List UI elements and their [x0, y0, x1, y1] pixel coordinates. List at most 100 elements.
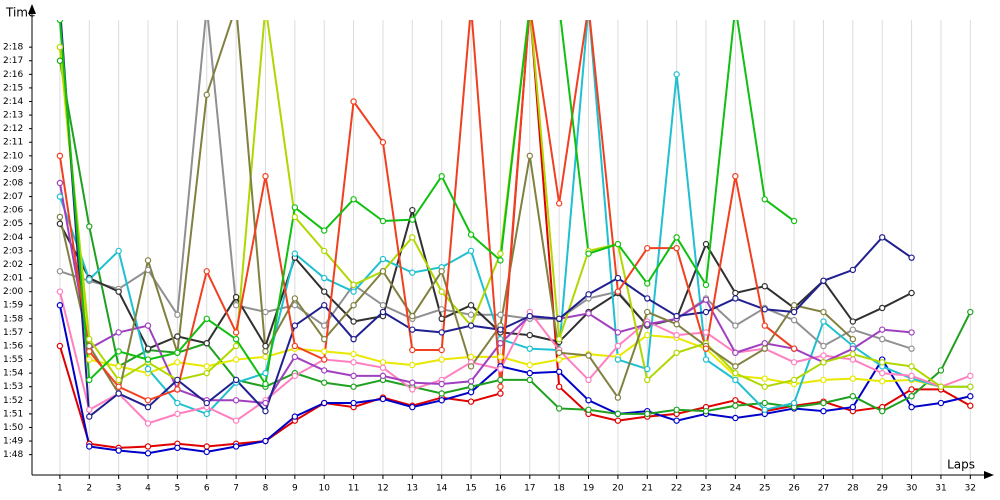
y-tick-label: 2:07	[3, 192, 23, 202]
lap-marker	[761, 283, 768, 290]
lap-marker	[115, 363, 122, 370]
lap-marker	[321, 288, 328, 295]
lap-marker	[321, 322, 328, 329]
series-line	[58, 20, 971, 449]
lap-marker	[644, 410, 651, 418]
x-tick-label: 10	[318, 484, 330, 494]
lap-marker	[379, 268, 387, 275]
lap-marker	[86, 223, 93, 230]
lap-marker	[409, 403, 416, 411]
lap-marker	[849, 356, 857, 363]
lap-marker	[526, 312, 533, 320]
y-tick-label: 2:05	[3, 219, 23, 229]
lap-marker	[761, 345, 768, 352]
lap-marker	[350, 196, 357, 203]
lap-marker	[761, 383, 768, 390]
lap-marker	[908, 254, 915, 261]
lap-marker	[115, 376, 122, 384]
lap-marker	[673, 417, 680, 424]
lap-marker	[732, 397, 739, 404]
y-tick-label: 1:53	[3, 382, 23, 392]
lap-marker	[732, 414, 739, 422]
lap-marker	[144, 266, 152, 274]
lap-marker	[555, 315, 563, 323]
lap-marker	[967, 383, 974, 390]
series-lines	[56, 4, 974, 457]
lap-marker	[174, 311, 181, 318]
x-tick-label: 32	[965, 484, 976, 494]
lap-marker	[56, 220, 64, 227]
lap-marker	[56, 179, 64, 187]
lap-marker	[321, 348, 328, 355]
x-tick-label: 14	[436, 484, 448, 494]
lap-marker	[115, 348, 122, 355]
lap-marker	[144, 443, 152, 450]
y-tick-label: 1:57	[3, 328, 23, 338]
lap-marker	[673, 321, 680, 328]
lap-marker	[438, 356, 445, 363]
lap-marker	[849, 393, 857, 400]
lap-marker	[350, 302, 357, 309]
y-tick-label: 2:04	[3, 233, 23, 243]
lap-marker	[144, 345, 152, 352]
lap-marker	[144, 356, 152, 363]
lap-marker	[732, 322, 739, 329]
lap-marker	[790, 376, 798, 384]
lap-marker	[732, 172, 739, 180]
lap-marker	[262, 380, 269, 388]
lap-marker	[203, 315, 210, 323]
lap-marker	[262, 353, 269, 361]
y-tick-label: 2:13	[3, 111, 23, 121]
lap-marker	[232, 417, 240, 424]
lap-marker	[203, 399, 210, 407]
x-tick-label: 7	[233, 484, 239, 494]
lap-marker	[232, 356, 240, 363]
lap-marker	[614, 356, 622, 363]
lap-marker	[350, 399, 357, 407]
lap-marker	[790, 399, 798, 407]
lap-marker	[585, 406, 592, 414]
lap-marker	[527, 4, 532, 9]
lap-marker	[232, 376, 240, 384]
lap-marker	[56, 43, 64, 51]
lap-marker	[702, 356, 710, 363]
lap-marker	[614, 240, 622, 248]
lap-marker	[468, 4, 473, 9]
lap-marker	[790, 359, 798, 366]
lap-marker	[379, 372, 387, 380]
lap-marker	[614, 342, 622, 350]
lap-marker	[644, 244, 651, 252]
lap-marker	[585, 352, 592, 359]
y-tick-label: 2:03	[3, 246, 23, 256]
y-tick-label: 2:14	[3, 97, 23, 107]
lap-marker	[820, 318, 827, 325]
lap-marker	[849, 375, 857, 382]
lap-marker	[174, 386, 181, 393]
lap-marker	[438, 288, 445, 295]
lap-marker	[144, 322, 152, 329]
lap-marker	[350, 383, 357, 390]
lap-marker	[438, 380, 445, 388]
y-tick-label: 1:55	[3, 355, 23, 365]
lap-marker	[497, 311, 504, 318]
x-tick-label: 17	[524, 484, 535, 494]
x-axis-title: Laps	[947, 458, 975, 472]
y-axis-title: Time	[5, 6, 35, 20]
lap-marker	[937, 367, 945, 374]
lap-marker	[174, 376, 181, 384]
lap-marker	[967, 308, 974, 316]
lap-marker	[379, 255, 387, 263]
lap-marker	[908, 386, 915, 393]
x-tick-label: 13	[407, 484, 418, 494]
lap-marker	[673, 349, 680, 356]
lap-marker	[673, 312, 680, 320]
lap-marker	[438, 268, 445, 275]
lap-marker	[467, 398, 475, 405]
lap-marker	[614, 417, 622, 424]
lap-marker	[438, 306, 445, 313]
y-tick-label: 2:10	[3, 151, 23, 161]
lap-marker	[467, 231, 475, 238]
lap-marker	[526, 361, 533, 369]
lap-marker	[879, 359, 886, 366]
